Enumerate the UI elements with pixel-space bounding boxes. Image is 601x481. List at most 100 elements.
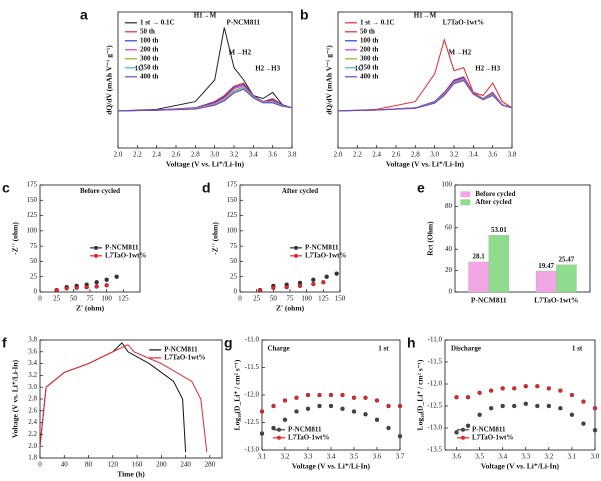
y-tick-label: 60 [445, 223, 453, 231]
point [489, 406, 494, 411]
annotation: M→H2 [449, 48, 472, 56]
point [104, 283, 109, 288]
y-tick-label: 0 [234, 288, 238, 296]
y-tick-label: 2.2 [28, 430, 37, 438]
y-tick-label: 2.6 [28, 406, 37, 414]
legend-label: 300 th [360, 54, 379, 62]
legend-marker [94, 245, 98, 250]
panel-letter: c [2, 180, 10, 196]
bar-value-label: 28.1 [473, 253, 486, 261]
x-tick-label: 80 [85, 461, 93, 469]
bar [535, 271, 557, 293]
point [454, 395, 459, 400]
x-tick-label: 3.0 [430, 151, 439, 159]
point [351, 409, 357, 414]
x-tick-label: 200 [156, 461, 167, 469]
legend-swatch [460, 199, 471, 206]
point [294, 395, 299, 400]
point [271, 285, 276, 290]
y-axis-label: Log₁₀(D_Li⁺ / cm² s⁻¹) [233, 359, 242, 430]
x-tick-label: 3.2 [544, 453, 553, 461]
x-axis-label: Voltage (V vs. Li⁺/Li-In) [386, 160, 465, 169]
x-tick-label: 75 [287, 295, 295, 303]
y-tick-label: -12.0 [427, 380, 442, 388]
legend-label: 100 th [360, 36, 379, 44]
legend-label: After cycled [475, 198, 511, 206]
legend-label: 200 th [360, 45, 379, 53]
annotation: H1→M [414, 12, 437, 20]
point [84, 284, 89, 290]
x-axis-label: Z' (ohm) [76, 304, 105, 313]
point [546, 386, 551, 391]
plot-frame [454, 184, 591, 293]
y-tick-label: 50 [30, 257, 38, 265]
y-tick-label: -13.5 [427, 446, 442, 454]
legend-label: 300 th [140, 54, 159, 62]
y-axis-label: Voltage (V vs. Li⁺/Li-In) [11, 359, 20, 438]
x-tick-label: 3.2 [281, 453, 290, 461]
point [114, 274, 119, 279]
bar [488, 235, 510, 293]
x-tick-label: 2.2 [133, 151, 142, 159]
point [321, 280, 326, 285]
y-tick-label: 125 [227, 211, 238, 219]
legend-marker [461, 427, 465, 432]
y-axis-label: dQ/dV (mAh V⁻¹ g⁻¹) [105, 45, 114, 115]
panel-letter: f [2, 335, 7, 351]
point [54, 288, 59, 293]
point [282, 398, 288, 403]
x-tick-label: 3.6 [268, 151, 277, 159]
x-tick-label: 2.4 [152, 151, 161, 159]
y-tick-label: 100 [227, 226, 238, 234]
x-tick-label: 2.6 [172, 151, 181, 159]
point [397, 403, 403, 409]
point [535, 403, 540, 409]
y-tick-label: 3.6 [28, 347, 37, 355]
point [489, 388, 494, 393]
annotation: H1→M [194, 12, 217, 20]
y-tick-label: -11.0 [245, 336, 260, 344]
y-axis-label: -Z'' (ohm) [11, 222, 20, 255]
point [465, 395, 471, 400]
y-axis-label: dQ/dV (mAh V⁻¹ g⁻¹) [325, 45, 334, 115]
bar [468, 261, 489, 293]
x-tick-label: 3.2 [230, 151, 239, 159]
point [328, 392, 334, 398]
point [454, 430, 459, 435]
x-tick-label: 125 [118, 295, 129, 303]
legend-label: L7TaO-1wt% [105, 251, 146, 259]
y-tick-label: 3.4 [28, 359, 37, 367]
x-tick-label: 120 [108, 461, 119, 469]
legend-label: P-NCM811 [288, 425, 322, 433]
x-tick-label: P-NCM811 [471, 296, 507, 305]
y-tick-label: 20 [445, 266, 453, 274]
point [305, 406, 311, 411]
point [500, 403, 505, 409]
legend-marker [461, 435, 465, 440]
legend-label: 100 th [140, 36, 159, 44]
point [317, 403, 322, 409]
annotation: H2→H3 [475, 65, 500, 73]
panel-letter: g [224, 335, 233, 351]
point [311, 277, 316, 282]
annotation: Before cycled [80, 187, 120, 195]
x-tick-label: 3.6 [452, 453, 461, 461]
point [592, 406, 598, 411]
bar-value-label: 25.47 [559, 255, 575, 263]
x-tick-label: 25 [253, 295, 261, 303]
x-tick-label: 3.4 [327, 453, 336, 461]
panel-letter: a [80, 7, 88, 23]
y-tick-label: 175 [227, 181, 238, 189]
x-tick-label: 3.4 [469, 151, 478, 159]
annotation: P-NCM811 [227, 18, 261, 26]
point [64, 286, 69, 291]
x-tick-label: 160 [132, 461, 143, 469]
point [558, 388, 563, 393]
y-tick-label: 2.4 [28, 418, 37, 426]
x-tick-label: 3.8 [288, 151, 297, 159]
point [351, 395, 357, 400]
point [259, 431, 265, 436]
point [294, 409, 299, 414]
x-axis-label: Voltage (V vs. Li⁺/Li-In) [292, 462, 371, 471]
point [94, 280, 99, 285]
